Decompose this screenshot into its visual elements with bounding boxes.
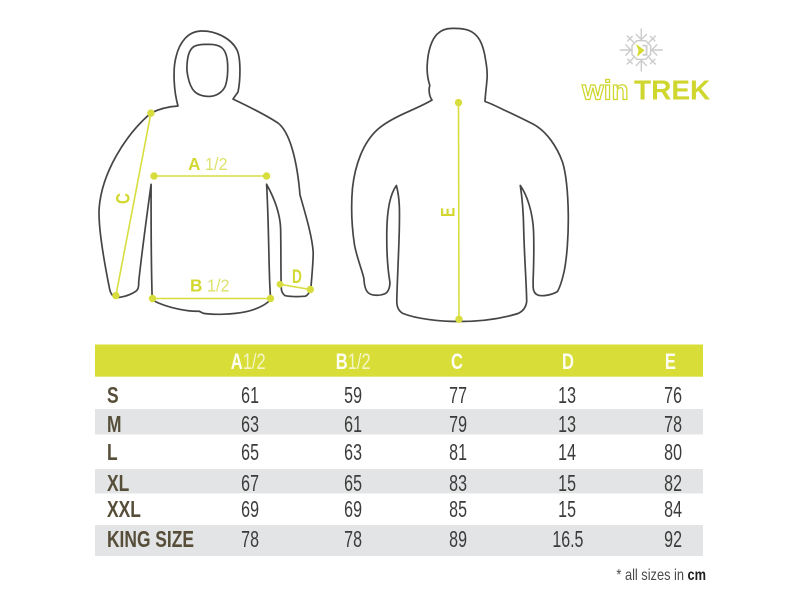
svg-text:TREK: TREK xyxy=(634,75,710,106)
svg-text:1/2: 1/2 xyxy=(207,276,230,296)
svg-text:win: win xyxy=(581,75,629,106)
svg-text:1/2: 1/2 xyxy=(205,154,228,174)
svg-text:B: B xyxy=(190,275,202,296)
svg-text:D: D xyxy=(292,266,302,288)
svg-text:C: C xyxy=(112,193,134,204)
svg-text:A: A xyxy=(188,154,201,175)
svg-text:E: E xyxy=(438,207,459,217)
